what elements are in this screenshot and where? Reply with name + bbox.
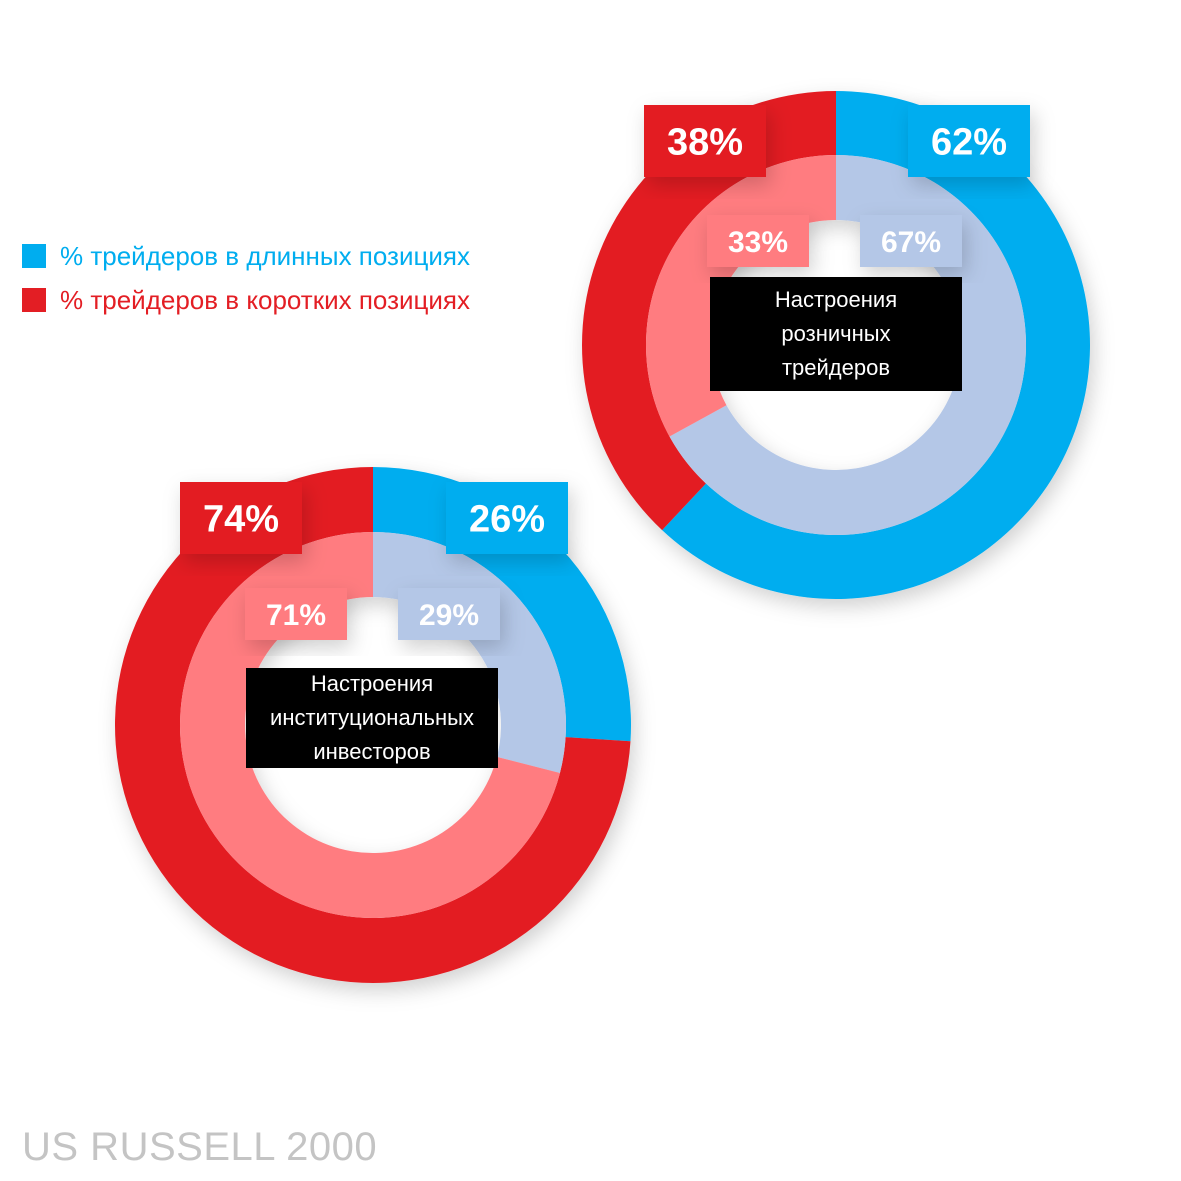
center-label-retail-text: Настроения розничных трейдеров xyxy=(774,287,898,380)
inner-short-label: 33% xyxy=(707,215,809,267)
inner-short-label-text: 33% xyxy=(728,226,788,259)
legend-label-long: % трейдеров в длинных позициях xyxy=(60,241,470,271)
outer-long-label: 26% xyxy=(446,482,568,554)
legend-swatch-short xyxy=(22,288,46,312)
donut-labels-0: 38% 62% 33% 67% xyxy=(644,105,1030,267)
center-label-institutional-text: Настроения институциональных инвесторов xyxy=(270,671,474,764)
outer-long-label-text: 62% xyxy=(931,122,1007,164)
inner-long-label-box xyxy=(860,215,962,267)
outer-long-label: 62% xyxy=(908,105,1030,177)
legend-item-long: % трейдеров в длинных позициях xyxy=(22,234,470,278)
center-label-institutional: Настроения институциональных инвесторов xyxy=(246,668,498,768)
inner-long-label: 67% xyxy=(860,215,962,267)
outer-short-label-box xyxy=(180,482,302,554)
inner-long-label: 29% xyxy=(398,588,500,640)
outer-slice-short xyxy=(582,91,836,531)
inner-long-label-box xyxy=(398,588,500,640)
outer-slice-long xyxy=(373,467,631,742)
outer-short-label: 38% xyxy=(644,105,766,177)
footer-title: US RUSSELL 2000 xyxy=(22,1125,378,1169)
center-label-retail: Настроения розничных трейдеров xyxy=(710,277,962,391)
donut-labels-1: 74% 26% 71% 29% xyxy=(180,482,568,640)
outer-short-label-text: 38% xyxy=(667,122,743,164)
legend: % трейдеров в длинных позициях % трейдер… xyxy=(22,234,470,322)
outer-slice-long xyxy=(662,91,1091,600)
inner-long-label-text: 29% xyxy=(419,599,479,632)
inner-long-label-text: 67% xyxy=(881,226,941,259)
legend-item-short: % трейдеров в коротких позициях xyxy=(22,278,470,322)
outer-short-label-box xyxy=(644,105,766,177)
outer-long-label-text: 26% xyxy=(469,499,545,541)
outer-short-label-text: 74% xyxy=(203,499,279,541)
legend-swatch-long xyxy=(22,244,46,268)
outer-long-label-box xyxy=(908,105,1030,177)
legend-label-short: % трейдеров в коротких позициях xyxy=(60,285,471,315)
inner-short-label-box xyxy=(707,215,809,267)
inner-short-label-box xyxy=(245,588,347,640)
inner-short-label-text: 71% xyxy=(266,599,326,632)
outer-long-label-box xyxy=(446,482,568,554)
outer-short-label: 74% xyxy=(180,482,302,554)
inner-short-label: 71% xyxy=(245,588,347,640)
